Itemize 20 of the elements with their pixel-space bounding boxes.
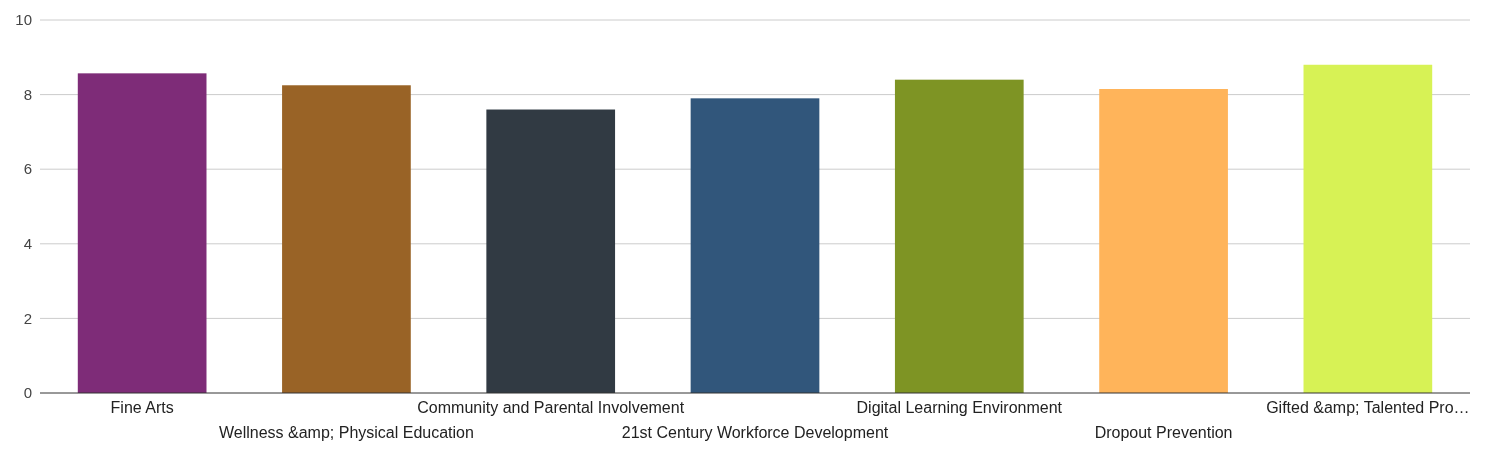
bar <box>894 79 1024 393</box>
bar <box>690 98 820 393</box>
bar <box>1303 64 1433 393</box>
x-tick-label: Community and Parental Involvement <box>417 399 685 416</box>
x-tick-label: Digital Learning Environment <box>856 399 1063 416</box>
y-tick-label: 0 <box>23 384 32 402</box>
x-tick-label: Fine Arts <box>110 399 174 416</box>
bar <box>77 73 207 393</box>
y-tick-label: 4 <box>23 235 32 253</box>
x-tick-label: 21st Century Workforce Development <box>621 424 889 441</box>
x-tick-label: Dropout Prevention <box>1094 424 1233 441</box>
x-tick-label: Gifted &amp; Talented Pro… <box>1266 399 1470 416</box>
x-tick-label: Wellness &amp; Physical Education <box>218 424 474 441</box>
y-tick-label: 8 <box>23 85 32 103</box>
y-tick-label: 2 <box>23 309 32 327</box>
bar <box>282 85 411 393</box>
bar <box>1099 89 1228 393</box>
bar <box>486 109 616 393</box>
y-tick-label: 6 <box>23 160 32 178</box>
y-tick-label: 10 <box>15 11 32 29</box>
